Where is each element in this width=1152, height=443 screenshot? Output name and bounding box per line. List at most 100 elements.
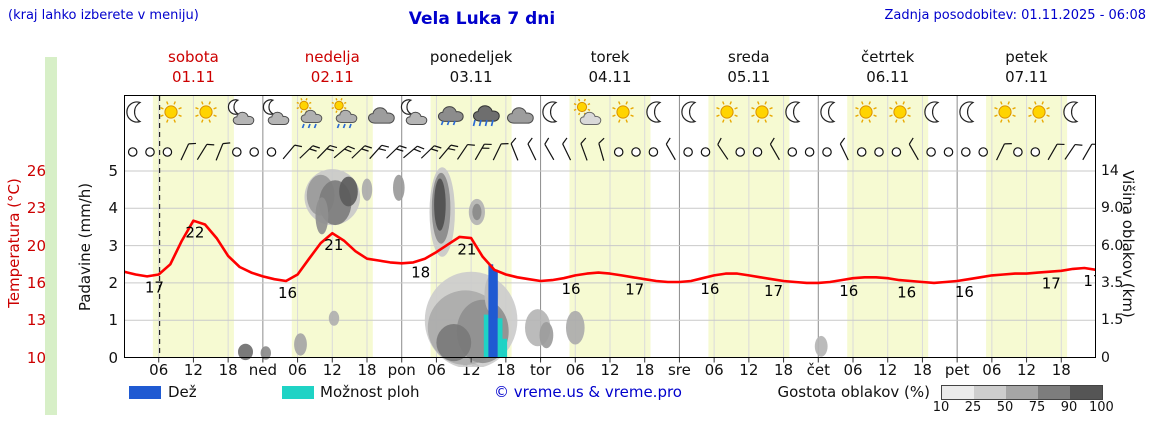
x-tick-label: 18 [774,361,794,379]
weather-icon-sun [710,97,744,129]
location-hint[interactable]: (kraj lahko izberete v meniju) [8,8,199,23]
wind-barb-icon [996,143,1012,161]
wind-barb-icon [386,145,407,159]
precip-tick-value: 3 [108,236,118,255]
weather-icon-sun [154,97,188,129]
wind-barb-icon [492,143,509,161]
temperature-value-label: 18 [411,264,430,282]
x-tick-label: pet [944,361,970,379]
cloud-shape [472,203,482,221]
temperature-value-label: 17 [145,278,164,296]
x-tick-label: 18 [496,361,516,379]
day-header-name: nedelja [304,48,360,66]
weather-icon-cloud [502,97,536,129]
weather-icon-moon [536,97,570,129]
cloud-shape [315,197,329,235]
wind-calm-icon [127,147,138,157]
weather-icon-sun [883,97,917,129]
wind-calm-icon [683,147,693,157]
wind-calm-icon [266,147,277,157]
cloud-shape [539,322,554,349]
day-header-date: 06.11 [866,68,910,86]
rain-legend-label: Dež [168,383,197,401]
wind-calm-icon [700,147,711,157]
x-tick-label: 18 [357,361,377,379]
wind-barb-icon [510,137,519,161]
x-tick-label: 06 [288,361,308,379]
wind-barb-icon [403,145,425,159]
x-tick-label: 12 [739,361,759,379]
wind-calm-icon [960,147,971,157]
wind-calm-icon [822,147,832,157]
x-tick-label: tor [529,361,552,379]
day-header-date: 03.11 [449,68,493,86]
weather-icon-moon [640,97,674,129]
cloud-density-scale-value: 75 [1028,400,1046,415]
wind-barb-icon [580,137,588,161]
side-strip [45,57,57,415]
cloud-shape [238,343,253,361]
temperature-value-label: 16 [700,280,719,298]
temperature-value-label: 16 [839,282,858,300]
cloud-tick-value: 0 [1101,349,1110,366]
wind-calm-icon [787,147,798,157]
cloud-density-label: Gostota oblakov (%) [777,383,930,401]
temp-tick-value: 10 [26,348,46,367]
wind-calm-icon [648,147,659,157]
wind-barb-icon [1064,143,1083,160]
wind-calm-icon [631,147,641,157]
wind-barb-icon [180,142,197,161]
temp-tick-value: 23 [26,199,46,218]
day-header-date: 02.11 [310,68,354,86]
cloud-density-scale-value: 100 [1089,400,1114,415]
temperature-value-label: 16 [278,284,297,302]
x-tick-label: 18 [635,361,655,379]
credit-link[interactable]: © vreme.us & vreme.pro [494,383,682,401]
x-tick-label: 06 [982,361,1002,379]
x-tick-label: 06 [426,361,446,379]
cloud-shape [339,176,358,207]
wind-barb-icon [665,137,676,161]
x-tick-label: 12 [183,361,203,379]
cloud-tick-value: 3.5 [1101,274,1124,291]
temperature-value-label: 17 [1083,272,1096,290]
cloud-tick-value: 14 [1101,163,1119,179]
weather-icon-moon [814,97,848,129]
shower-bar [483,314,489,358]
cloud-shape [294,333,307,356]
shower-bar [497,318,503,358]
weather-icon-sun-cloud [571,97,605,129]
wind-calm-icon [735,147,745,157]
shower-legend-swatch [282,386,314,399]
weather-icon-cloud-rain-heavy [467,97,501,129]
temperature-value-label: 16 [897,284,916,302]
weather-icon-moon [779,97,813,129]
wind-barb-icon [769,137,780,161]
x-tick-label: 18 [912,361,932,379]
day-header-date: 07.11 [1005,68,1049,86]
x-tick-label: pon [387,361,416,379]
wind-barb-icon [544,137,555,161]
cloud-density-scale-value: 25 [964,400,982,415]
wind-calm-icon [943,147,954,157]
plot-frame [124,95,1096,358]
weather-icon-moon [1057,97,1091,129]
cloud-density-scale-value: 90 [1060,400,1078,415]
temperature-value-label: 17 [625,280,644,298]
temperature-value-label: 17 [764,282,783,300]
cloud-shape [328,310,340,326]
x-tick-label: 12 [322,361,342,379]
rain-bar [488,264,494,358]
shower-legend-label: Možnost ploh [320,383,420,401]
x-tick-label: 06 [843,361,863,379]
cloud-density-scale [941,385,1103,400]
wind-calm-icon [249,147,259,157]
weather-icon-cloud-moon [397,97,431,129]
day-header-name: petek [1005,48,1048,66]
wind-barb-icon [527,137,537,161]
cloud-shape [814,335,828,357]
temperature-value-label: 21 [324,236,343,254]
cloud-density-segment [974,386,1006,399]
weather-icon-moon [675,97,709,129]
cloud-density-segment [1006,386,1038,399]
